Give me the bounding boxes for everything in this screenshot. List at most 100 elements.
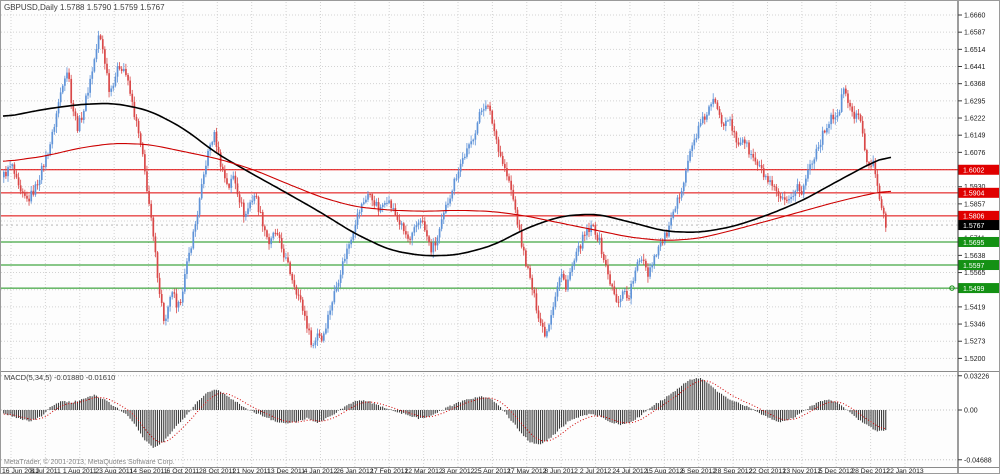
macd-bar	[74, 400, 76, 410]
candle-body	[527, 266, 529, 268]
candle-body	[306, 315, 308, 329]
macd-bar	[312, 410, 314, 422]
macd-bar	[314, 410, 316, 422]
macd-bar	[523, 410, 525, 437]
candle-body	[148, 191, 150, 204]
candle-body	[228, 183, 230, 188]
macd-bar	[352, 401, 354, 410]
candle-body	[714, 98, 717, 103]
candle-body	[838, 111, 841, 116]
candle-body	[543, 326, 546, 337]
candle-body	[495, 131, 498, 140]
x-axis-date-label: 13 Dec 2011	[267, 468, 305, 474]
ma-black-line[interactable]	[2, 102, 892, 257]
macd-bar	[851, 410, 853, 415]
macd-bar	[683, 383, 685, 410]
candle-body	[432, 242, 435, 253]
macd-bar	[641, 410, 643, 416]
macd-bar	[836, 402, 838, 410]
candle-body	[255, 195, 258, 198]
candle-body	[133, 101, 136, 118]
candle-body	[144, 154, 146, 172]
candle-body	[461, 158, 464, 164]
macd-bar	[283, 410, 285, 423]
macd-bar	[129, 410, 131, 419]
macd-bar	[142, 410, 144, 438]
candle-body	[392, 208, 395, 210]
candle-body	[722, 123, 725, 127]
macd-bar	[350, 403, 352, 410]
candle-body	[743, 139, 746, 144]
candle-body	[253, 195, 256, 201]
macd-bar	[470, 398, 472, 410]
macd-bar	[535, 410, 537, 444]
macd-bar	[390, 409, 392, 410]
macd-bar	[672, 391, 674, 410]
macd-bar	[209, 391, 211, 410]
macd-bar	[289, 410, 291, 423]
macd-bar	[880, 410, 883, 431]
candle-body	[327, 314, 329, 329]
candle-body	[693, 139, 696, 146]
y-axis-tick-label: 1.5930	[964, 184, 986, 191]
candle-body	[442, 212, 445, 220]
candle-body	[316, 333, 319, 341]
candle-body	[308, 328, 310, 331]
y-axis-tick-label: 1.5200	[964, 356, 986, 363]
candle-body	[80, 117, 83, 120]
macd-bar	[455, 402, 457, 410]
macd-bar	[375, 404, 377, 410]
candle-body	[779, 195, 782, 199]
y-axis-tick-label: 1.6222	[964, 116, 986, 123]
candle-body	[224, 169, 226, 179]
macd-bar	[158, 410, 161, 445]
macd-bar	[262, 410, 264, 417]
macd-bar	[310, 410, 312, 421]
candle-body	[567, 279, 569, 290]
macd-bar	[81, 399, 83, 410]
macd-bar	[666, 396, 668, 410]
macd-bar	[108, 401, 110, 410]
macd-bar	[817, 402, 819, 410]
candle-body	[611, 284, 614, 287]
macd-bar	[554, 410, 556, 435]
ma-red-line[interactable]	[2, 142, 892, 241]
line-anchor-icon[interactable]	[949, 285, 955, 291]
macd-panel[interactable]	[3, 378, 887, 448]
candle-body	[135, 117, 138, 121]
candle-body	[554, 296, 557, 307]
candle-body	[202, 174, 205, 185]
candle-body	[596, 234, 599, 241]
macd-bar	[611, 410, 613, 423]
candle-body	[777, 191, 780, 196]
candle-body	[565, 279, 567, 290]
macd-axis-label: 0.03226	[964, 373, 989, 380]
candle-body	[110, 88, 113, 92]
candle-body	[322, 333, 325, 341]
candle-body	[167, 306, 169, 319]
y-axis-tick-label: 1.6587	[964, 30, 986, 37]
y-axis-tick-label: 1.6660	[964, 13, 986, 20]
macd-bar	[822, 401, 824, 410]
candle-body	[842, 88, 845, 95]
macd-bar	[556, 410, 558, 432]
macd-bar	[72, 402, 74, 410]
candle-body	[661, 242, 664, 244]
macd-bar	[253, 410, 255, 413]
candle-body	[51, 131, 54, 145]
macd-bar	[674, 391, 676, 410]
macd-bar	[323, 410, 325, 421]
horizontal-level-lines[interactable]	[1, 169, 958, 291]
macd-bar	[441, 410, 443, 411]
macd-bar	[51, 406, 53, 410]
macd-bar	[49, 406, 51, 410]
candle-body	[863, 133, 866, 151]
candle-body	[830, 114, 832, 125]
candle-body	[150, 203, 153, 218]
candle-body	[720, 114, 723, 124]
macd-bar	[95, 395, 97, 410]
macd-bar	[811, 405, 813, 410]
